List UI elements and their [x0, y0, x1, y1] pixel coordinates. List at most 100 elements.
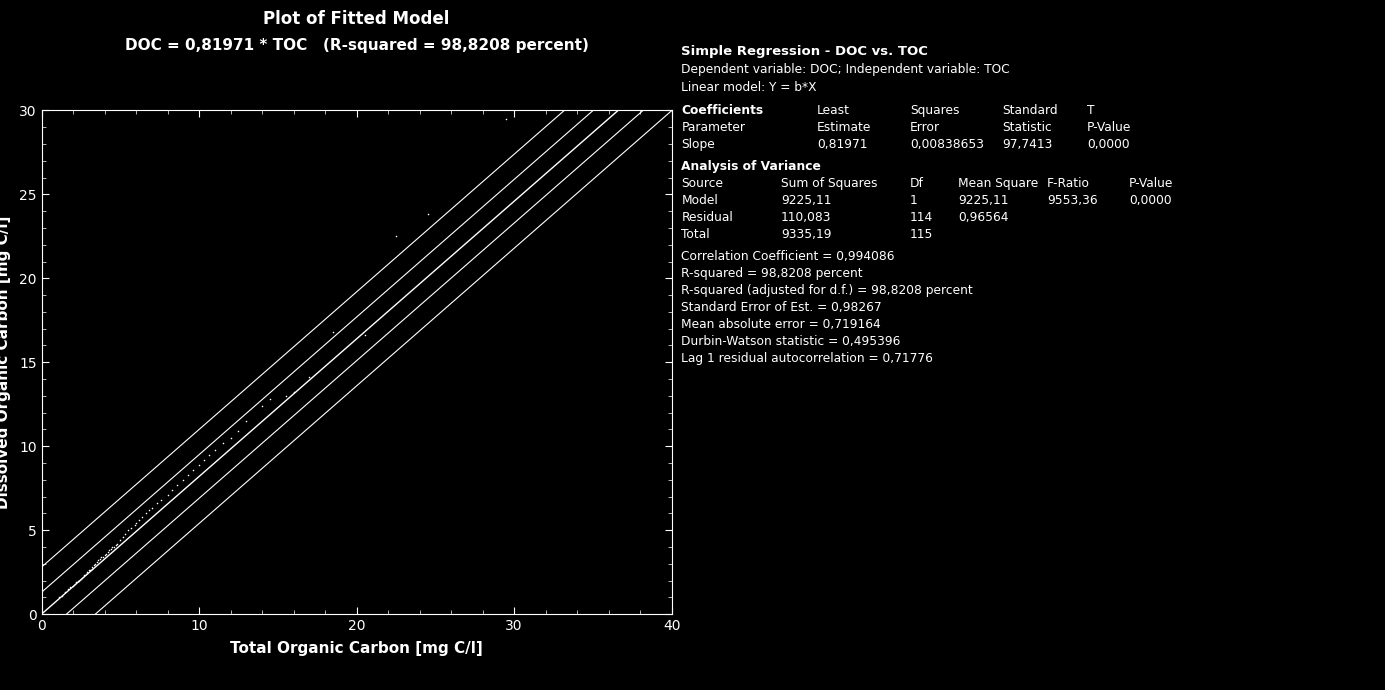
- Point: [141, 503, 163, 514]
- Point: [80, 563, 102, 574]
- Text: Standard Error of Est. = 0,98267: Standard Error of Est. = 0,98267: [681, 302, 882, 314]
- Point: [73, 570, 96, 581]
- Text: Source: Source: [681, 177, 723, 190]
- Y-axis label: Dissolved Organic Carbon [mg C/l]: Dissolved Organic Carbon [mg C/l]: [0, 215, 11, 509]
- Point: [101, 542, 123, 553]
- Text: Simple Regression - DOC vs. TOC: Simple Regression - DOC vs. TOC: [681, 45, 928, 58]
- Text: 114: 114: [910, 211, 933, 224]
- Point: [98, 545, 120, 556]
- Text: 0,0000: 0,0000: [1087, 138, 1130, 151]
- Point: [259, 394, 281, 405]
- Point: [114, 528, 136, 539]
- Point: [417, 209, 439, 220]
- Text: Correlation Coefficient = 0,994086: Correlation Coefficient = 0,994086: [681, 250, 895, 263]
- Point: [102, 542, 125, 553]
- Text: Parameter: Parameter: [681, 121, 745, 134]
- Point: [86, 557, 108, 568]
- Point: [90, 551, 112, 562]
- Point: [57, 583, 79, 594]
- Text: Error: Error: [910, 121, 940, 134]
- Text: Dependent variable: DOC; Independent variable: TOC: Dependent variable: DOC; Independent var…: [681, 63, 1010, 76]
- Point: [385, 230, 407, 241]
- Point: [134, 508, 157, 519]
- Text: 0,00838653: 0,00838653: [910, 138, 983, 151]
- Point: [251, 400, 273, 411]
- Point: [132, 511, 154, 522]
- Text: Residual: Residual: [681, 211, 733, 224]
- Point: [321, 326, 343, 337]
- Point: [107, 538, 129, 549]
- Text: DOC = 0,81971 * TOC   (R-squared = 98,8208 percent): DOC = 0,81971 * TOC (R-squared = 98,8208…: [125, 38, 589, 53]
- Point: [227, 426, 249, 437]
- Text: Standard: Standard: [1003, 104, 1058, 117]
- Text: Model: Model: [681, 194, 719, 207]
- Point: [274, 391, 296, 402]
- Point: [51, 590, 73, 601]
- Point: [150, 495, 172, 506]
- Point: [83, 560, 105, 571]
- Point: [157, 489, 179, 500]
- Text: Estimate: Estimate: [817, 121, 871, 134]
- Text: 9335,19: 9335,19: [781, 228, 831, 241]
- Point: [66, 575, 89, 586]
- Point: [68, 575, 90, 586]
- Text: T: T: [1087, 104, 1094, 117]
- Point: [235, 415, 258, 426]
- Text: P-Value: P-Value: [1087, 121, 1132, 134]
- Text: 9225,11: 9225,11: [958, 194, 1008, 207]
- Text: 0,96564: 0,96564: [958, 211, 1008, 224]
- Point: [219, 432, 242, 443]
- Point: [65, 577, 87, 588]
- Point: [193, 454, 215, 465]
- Text: 110,083: 110,083: [781, 211, 831, 224]
- Point: [78, 565, 100, 576]
- Point: [212, 437, 234, 448]
- Text: Analysis of Variance: Analysis of Variance: [681, 160, 821, 173]
- Point: [76, 566, 98, 578]
- Text: Sum of Squares: Sum of Squares: [781, 177, 878, 190]
- Point: [198, 449, 220, 460]
- Point: [94, 550, 115, 561]
- Text: 1: 1: [910, 194, 918, 207]
- Text: Statistic: Statistic: [1003, 121, 1053, 134]
- Point: [91, 551, 114, 562]
- Point: [112, 531, 134, 542]
- Text: 115: 115: [910, 228, 933, 241]
- Point: [48, 592, 71, 603]
- Point: [72, 571, 94, 582]
- Point: [145, 497, 168, 509]
- Text: Durbin-Watson statistic = 0,495396: Durbin-Watson statistic = 0,495396: [681, 335, 900, 348]
- Text: 0,0000: 0,0000: [1129, 194, 1172, 207]
- Text: Plot of Fitted Model: Plot of Fitted Model: [263, 10, 450, 28]
- Point: [123, 520, 145, 531]
- Point: [87, 555, 109, 566]
- Point: [181, 464, 204, 475]
- Point: [54, 586, 76, 598]
- Point: [120, 523, 143, 534]
- Text: Mean absolute error = 0,719164: Mean absolute error = 0,719164: [681, 318, 881, 331]
- Text: F-Ratio: F-Ratio: [1047, 177, 1090, 190]
- Text: Squares: Squares: [910, 104, 960, 117]
- Text: Lag 1 residual autocorrelation = 0,71776: Lag 1 residual autocorrelation = 0,71776: [681, 352, 933, 365]
- Point: [283, 387, 305, 398]
- Point: [97, 546, 119, 558]
- Point: [80, 562, 102, 573]
- Point: [96, 548, 118, 559]
- Text: 0,81971: 0,81971: [817, 138, 867, 151]
- Point: [62, 580, 84, 591]
- Point: [100, 543, 122, 554]
- Text: Least: Least: [817, 104, 850, 117]
- Text: 9225,11: 9225,11: [781, 194, 831, 207]
- Point: [64, 578, 86, 589]
- X-axis label: Total Organic Carbon [mg C/l]: Total Organic Carbon [mg C/l]: [230, 641, 483, 656]
- Point: [298, 372, 320, 383]
- Text: R-squared = 98,8208 percent: R-squared = 98,8208 percent: [681, 267, 863, 280]
- Point: [188, 459, 211, 470]
- Text: Linear model: Y = b*X: Linear model: Y = b*X: [681, 81, 817, 94]
- Text: Total: Total: [681, 228, 711, 241]
- Point: [496, 113, 518, 124]
- Point: [58, 582, 80, 593]
- Point: [109, 535, 132, 546]
- Point: [204, 444, 226, 455]
- Text: Coefficients: Coefficients: [681, 104, 763, 117]
